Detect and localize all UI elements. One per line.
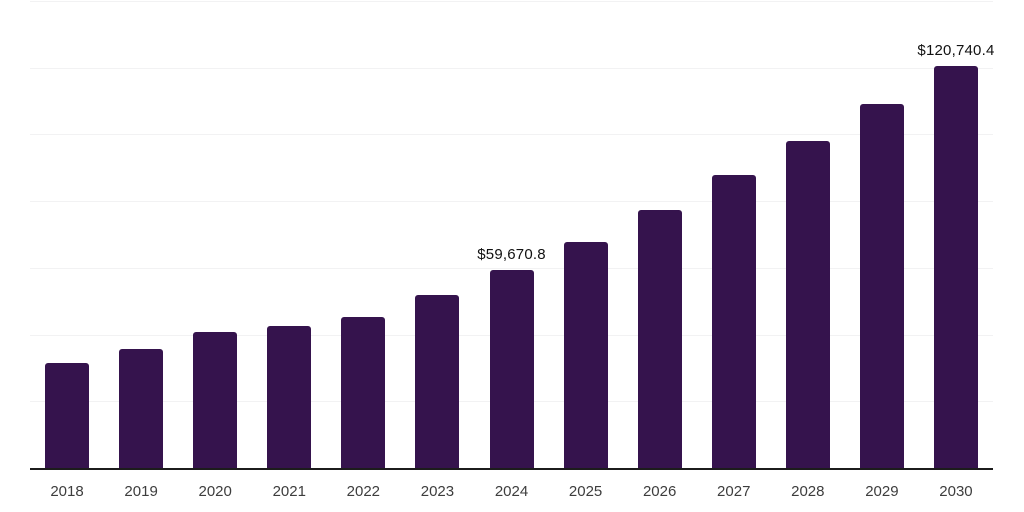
plot-area: $59,670.8 $120,740.4 bbox=[30, 1, 995, 470]
bar-2018 bbox=[45, 362, 90, 469]
bar-2024 bbox=[489, 269, 534, 469]
x-tick-label-2027: 2027 bbox=[717, 483, 751, 500]
x-tick-label-2024: 2024 bbox=[494, 483, 529, 500]
x-tick-label-2025: 2025 bbox=[568, 483, 603, 500]
gridline bbox=[30, 67, 993, 69]
bar-2019 bbox=[119, 348, 164, 469]
bar-slot-2024: $59,670.8 bbox=[474, 2, 548, 469]
x-tick-label-2026: 2026 bbox=[642, 483, 677, 500]
x-tick-label-2028: 2028 bbox=[791, 483, 825, 500]
x-tick-label-2018: 2018 bbox=[50, 483, 84, 500]
bar-2020 bbox=[193, 331, 238, 469]
x-axis-line bbox=[30, 468, 993, 470]
bar-slot-2020 bbox=[178, 2, 252, 469]
bar-slot-2022 bbox=[326, 2, 400, 469]
bar-slot-2023 bbox=[400, 2, 474, 469]
bar-2023 bbox=[415, 294, 460, 469]
gridline bbox=[30, 134, 993, 136]
bar-slot-2030: $120,740.4 bbox=[917, 2, 995, 469]
bar-2030 bbox=[933, 66, 978, 469]
gridline bbox=[30, 1, 993, 2]
bar-value-label-2024: $59,670.8 bbox=[477, 245, 546, 263]
bar-slot-2027 bbox=[697, 2, 771, 469]
x-tick-label-2023: 2023 bbox=[420, 483, 455, 500]
x-axis-labels: 2018 2019 2020 2021 2022 2023 2024 2025 2026 2027… bbox=[30, 483, 993, 500]
bar-2026 bbox=[637, 209, 682, 469]
x-tick-label-2030: 2030 bbox=[939, 483, 973, 500]
bar-2025 bbox=[563, 241, 608, 469]
x-tick-label-2021: 2021 bbox=[272, 483, 306, 500]
bar-slot-2026 bbox=[623, 2, 697, 469]
bar-value-label-2030: $120,740.4 bbox=[917, 42, 995, 60]
x-tick-label-2029: 2029 bbox=[865, 483, 899, 500]
bar-series: $59,670.8 $120,740.4 bbox=[30, 2, 995, 469]
bar-slot-2025 bbox=[549, 2, 623, 469]
bar-2028 bbox=[785, 140, 830, 469]
bar-slot-2019 bbox=[104, 2, 178, 469]
x-tick-label-2019: 2019 bbox=[124, 483, 158, 500]
bar-2021 bbox=[267, 325, 312, 469]
x-tick-label-2020: 2020 bbox=[198, 483, 232, 500]
bar-slot-2028 bbox=[771, 2, 845, 469]
bar-slot-2018 bbox=[30, 2, 104, 469]
bar-slot-2029 bbox=[845, 2, 919, 469]
gridline bbox=[30, 201, 993, 203]
bar-2022 bbox=[341, 316, 386, 469]
bar-2029 bbox=[859, 103, 904, 469]
gridline bbox=[30, 267, 993, 269]
bar-slot-2021 bbox=[252, 2, 326, 469]
bar-2027 bbox=[711, 174, 756, 469]
x-tick-label-2022: 2022 bbox=[346, 483, 381, 500]
